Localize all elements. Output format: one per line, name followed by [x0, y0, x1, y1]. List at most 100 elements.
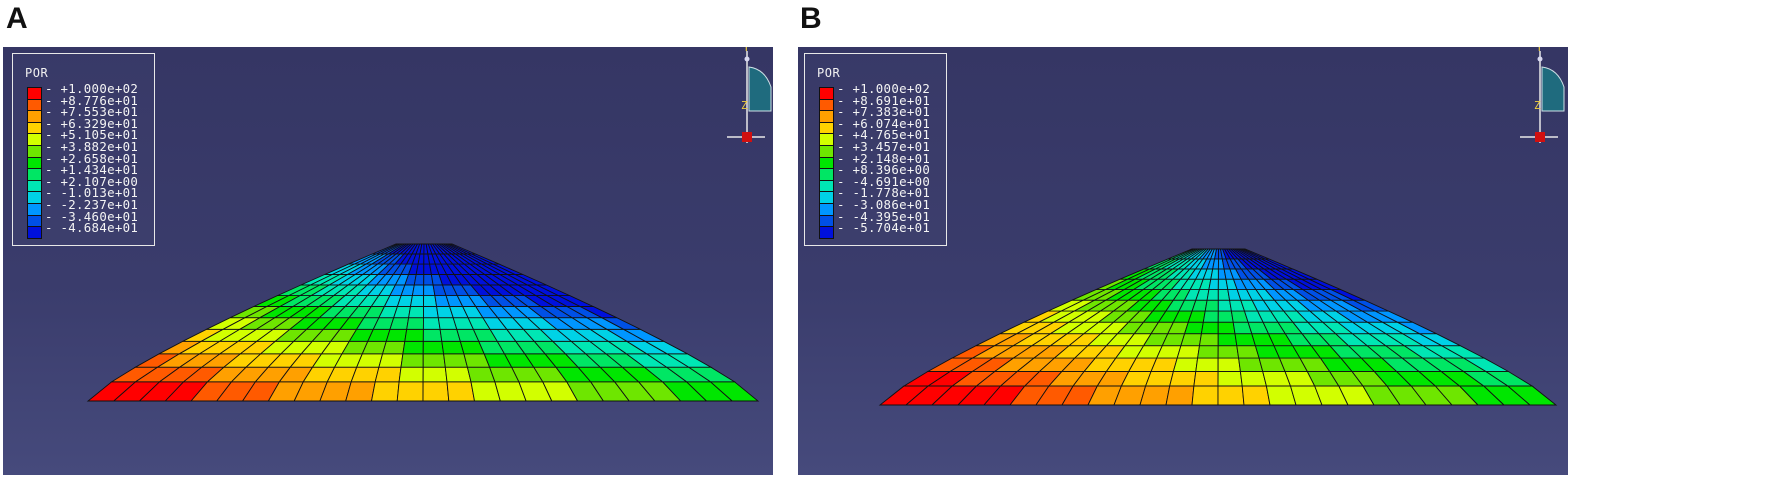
- legend-label: - -1.778e+01: [837, 185, 931, 201]
- panel-a-axis-triad: Y Z: [725, 47, 773, 157]
- mesh-element: [1217, 333, 1238, 347]
- legend-label: - +8.776e+01: [45, 92, 139, 108]
- mesh-element: [1217, 370, 1243, 387]
- legend-label: - +7.553e+01: [45, 104, 139, 120]
- mesh-element: [381, 340, 406, 355]
- mesh-element: [1217, 357, 1241, 372]
- legend-label: - +3.457e+01: [837, 139, 931, 154]
- mesh-element: [423, 306, 439, 319]
- mesh-element: [1165, 385, 1195, 406]
- mesh-element: [345, 381, 376, 402]
- panel-b-mesh: [878, 248, 1558, 406]
- mesh-element: [389, 317, 410, 330]
- legend-label: - +8.691e+01: [837, 92, 931, 108]
- mesh-element: [400, 353, 424, 368]
- mesh-element: [1200, 321, 1219, 335]
- mesh-element: [1217, 310, 1234, 323]
- mesh-element: [1204, 299, 1219, 312]
- mesh-element: [1197, 345, 1219, 359]
- panel-b-letter: B: [800, 2, 822, 35]
- mesh-element: [1191, 385, 1219, 406]
- mesh-element: [1238, 357, 1264, 372]
- mesh-element: [422, 317, 441, 330]
- legend-label: - +6.329e+01: [45, 115, 139, 131]
- triad-z-label: Z: [741, 99, 748, 112]
- mesh-element: [446, 381, 476, 402]
- mesh-element: [422, 328, 443, 342]
- legend-label: - +5.105e+01: [45, 127, 139, 143]
- panel-a-legend: POR - +1.000e+02- +8.776e+01- +7.553e+01…: [12, 53, 155, 246]
- mesh-element: [1202, 310, 1219, 323]
- mesh-element: [1239, 370, 1267, 387]
- mesh-element: [1217, 321, 1236, 335]
- mesh-element: [1172, 357, 1199, 372]
- mesh-element: [422, 381, 450, 402]
- legend-label: - -1.013e+01: [45, 185, 139, 201]
- mesh-element: [396, 381, 424, 402]
- mesh-element: [398, 366, 424, 383]
- mesh-element: [404, 328, 424, 342]
- legend-title: POR: [25, 66, 49, 80]
- legend-label: - +2.107e+00: [45, 173, 139, 189]
- legend-swatch: [819, 226, 834, 239]
- mesh-element: [411, 284, 425, 297]
- mesh-element: [378, 353, 404, 368]
- mesh-element: [408, 306, 424, 319]
- legend-label: - +4.765e+01: [837, 127, 931, 143]
- mesh-element: [413, 273, 425, 286]
- triad-z-label: Z: [1534, 99, 1541, 112]
- panel-a-letter: A: [6, 2, 28, 35]
- mesh-element: [402, 340, 424, 355]
- legend-label: - +1.000e+02: [45, 81, 139, 96]
- mesh-element: [1217, 385, 1245, 406]
- panel-a-mesh: [86, 243, 760, 402]
- legend-label: - -4.691e+00: [837, 173, 931, 189]
- mesh-element: [1195, 357, 1219, 372]
- mesh-element: [385, 328, 408, 342]
- legend-label: - -5.704e+01: [837, 220, 931, 236]
- mesh-element: [370, 381, 400, 402]
- panel-b-axis-triad: Y Z: [1518, 47, 1568, 157]
- legend-label: - +6.074e+01: [837, 115, 931, 131]
- legend-label: - +2.658e+01: [45, 150, 139, 166]
- legend-label: - -2.237e+01: [45, 197, 139, 212]
- axis-triad-icon: [1520, 51, 1565, 143]
- legend-swatch: [27, 226, 42, 239]
- legend-label: - +1.000e+02: [837, 81, 931, 96]
- mesh-element: [444, 366, 472, 383]
- legend-label: - +3.882e+01: [45, 139, 139, 154]
- legend-label: - +7.383e+01: [837, 104, 931, 120]
- triad-y-label: Y: [1536, 47, 1543, 54]
- mesh-element: [1169, 370, 1197, 387]
- legend-label: - -4.684e+01: [45, 220, 139, 236]
- mesh-element: [409, 295, 425, 307]
- mesh-element: [422, 353, 446, 368]
- legend-label: - -3.460e+01: [45, 208, 139, 224]
- mesh-element: [1217, 345, 1240, 359]
- mesh-element: [1198, 333, 1219, 347]
- mesh-element: [1180, 333, 1202, 347]
- legend-label: - +2.148e+01: [837, 150, 931, 166]
- legend-title: POR: [817, 66, 841, 80]
- mesh-element: [1208, 278, 1219, 291]
- mesh-element: [449, 243, 476, 255]
- mesh-element: [1176, 345, 1201, 359]
- legend-label: - -3.086e+01: [837, 197, 931, 212]
- axis-triad-icon: [727, 51, 772, 143]
- mesh-element: [1183, 321, 1204, 335]
- mesh-element: [423, 295, 438, 307]
- mesh-element: [422, 366, 448, 383]
- mesh-element: [1242, 248, 1270, 260]
- mesh-element: [1193, 370, 1219, 387]
- mesh-element: [422, 340, 445, 355]
- panel-b-legend: POR - +1.000e+02- +8.691e+01- +7.383e+01…: [804, 53, 947, 246]
- mesh-element: [1139, 385, 1171, 406]
- legend-label: - +1.434e+01: [45, 162, 139, 178]
- triad-y-label: Y: [743, 47, 750, 54]
- mesh-element: [1241, 385, 1271, 406]
- mesh-element: [406, 317, 424, 330]
- panel-a-viewport: POR - +1.000e+02- +8.776e+01- +7.553e+01…: [3, 47, 773, 475]
- legend-label: - +8.396e+00: [837, 162, 931, 178]
- mesh-element: [443, 353, 468, 368]
- panel-b-viewport: POR - +1.000e+02- +8.691e+01- +7.383e+01…: [798, 47, 1568, 475]
